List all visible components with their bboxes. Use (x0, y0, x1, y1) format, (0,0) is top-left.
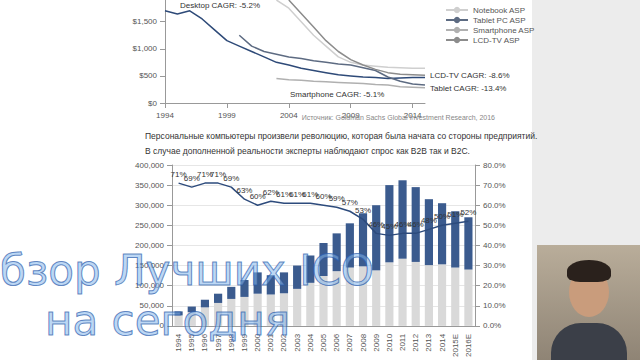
svg-text:2008: 2008 (359, 333, 368, 351)
svg-text:$1,500: $1,500 (133, 17, 158, 26)
svg-text:60.0%: 60.0% (483, 201, 506, 210)
svg-text:2014: 2014 (438, 333, 447, 351)
svg-text:$1,000: $1,000 (133, 44, 158, 53)
svg-text:Smartphone ASP: Smartphone ASP (473, 26, 534, 35)
svg-text:2015E: 2015E (451, 334, 460, 357)
svg-text:350,000: 350,000 (135, 181, 164, 190)
svg-text:40.0%: 40.0% (483, 241, 506, 250)
svg-text:2004: 2004 (306, 333, 315, 351)
svg-text:2016E: 2016E (464, 334, 473, 357)
svg-text:80.0%: 80.0% (483, 161, 506, 170)
svg-text:30.0%: 30.0% (483, 261, 506, 270)
svg-text:69%: 69% (223, 174, 239, 183)
svg-text:2011: 2011 (398, 333, 407, 351)
svg-text:2009: 2009 (372, 333, 381, 351)
svg-text:$500: $500 (139, 71, 157, 80)
svg-text:400,000: 400,000 (135, 161, 164, 170)
svg-text:2004: 2004 (280, 111, 298, 120)
svg-text:Smartphone CAGR: -5.1%: Smartphone CAGR: -5.1% (290, 90, 384, 99)
svg-text:2012: 2012 (411, 333, 420, 351)
svg-text:52%: 52% (460, 208, 476, 217)
svg-text:Tablet CAGR: -13.4%: Tablet CAGR: -13.4% (430, 84, 506, 93)
svg-text:1994: 1994 (156, 111, 174, 120)
svg-text:Notebook ASP: Notebook ASP (473, 6, 525, 15)
svg-text:300,000: 300,000 (135, 201, 164, 210)
svg-text:2003: 2003 (293, 333, 302, 351)
svg-text:2005: 2005 (319, 333, 328, 351)
svg-text:20.0%: 20.0% (483, 281, 506, 290)
svg-text:2013: 2013 (424, 333, 433, 351)
svg-text:250,000: 250,000 (135, 221, 164, 230)
svg-text:2006: 2006 (332, 333, 341, 351)
svg-text:50.0%: 50.0% (483, 221, 506, 230)
svg-text:$0: $0 (148, 99, 157, 108)
svg-text:2010: 2010 (385, 333, 394, 351)
svg-text:70.0%: 70.0% (483, 181, 506, 190)
svg-text:Tablet PC ASP: Tablet PC ASP (473, 16, 525, 25)
svg-text:53%: 53% (355, 206, 371, 215)
svg-text:2007: 2007 (345, 333, 354, 351)
svg-text:Desktop CAGR: -5.2%: Desktop CAGR: -5.2% (180, 1, 260, 10)
svg-text:10.0%: 10.0% (483, 301, 506, 310)
svg-text:0.0%: 0.0% (483, 321, 501, 330)
svg-text:1999: 1999 (218, 111, 236, 120)
svg-text:LCD-TV CAGR: -8.6%: LCD-TV CAGR: -8.6% (430, 71, 510, 80)
svg-text:LCD-TV ASP: LCD-TV ASP (473, 36, 520, 45)
